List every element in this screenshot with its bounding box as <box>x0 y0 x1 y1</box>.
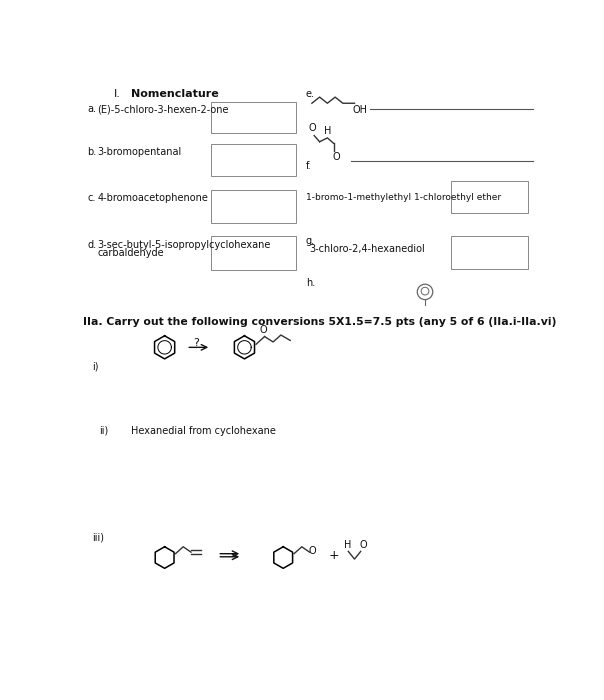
Text: ?: ? <box>193 338 199 348</box>
Bar <box>211 236 297 270</box>
Text: IIa. Carry out the following conversions 5X1.5=7.5 pts (any 5 of 6 (IIa.i-IIa.vi: IIa. Carry out the following conversions… <box>83 316 557 326</box>
Text: O: O <box>259 325 267 335</box>
Text: OH: OH <box>353 105 368 115</box>
Text: c.: c. <box>87 193 95 203</box>
Text: e.: e. <box>306 89 315 99</box>
Text: d.: d. <box>87 239 96 249</box>
Text: 1-bromo-1-methylethyl 1-chloroethyl ether: 1-bromo-1-methylethyl 1-chloroethyl ethe… <box>306 193 501 202</box>
Bar <box>211 190 297 223</box>
Bar <box>211 144 297 176</box>
Text: +: + <box>329 549 339 561</box>
Text: iii): iii) <box>92 532 104 542</box>
Text: O: O <box>309 545 316 556</box>
Text: Nomenclature: Nomenclature <box>131 89 219 99</box>
Text: h.: h. <box>306 278 315 288</box>
Text: H: H <box>344 540 352 550</box>
Text: H: H <box>324 127 331 136</box>
Text: 3-sec-butyl-5-isopropylcyclohexane: 3-sec-butyl-5-isopropylcyclohexane <box>97 239 271 249</box>
Text: f.: f. <box>306 161 311 171</box>
Text: i): i) <box>92 361 99 371</box>
Text: 4-bromoacetophenone: 4-bromoacetophenone <box>97 193 208 203</box>
Text: ii): ii) <box>98 426 108 436</box>
Text: carbaldehyde: carbaldehyde <box>97 248 164 258</box>
Text: a.: a. <box>87 104 96 114</box>
Text: b.: b. <box>87 147 97 157</box>
Bar <box>451 181 528 214</box>
Text: g.: g. <box>306 236 315 246</box>
Text: I.: I. <box>114 89 121 99</box>
Text: O: O <box>360 540 368 550</box>
Text: O: O <box>333 152 341 162</box>
Text: 3-chloro-2,4-hexanediol: 3-chloro-2,4-hexanediol <box>310 244 425 254</box>
Bar <box>211 102 297 132</box>
Text: O: O <box>309 123 316 133</box>
Text: Hexanedial from cyclohexane: Hexanedial from cyclohexane <box>131 426 276 436</box>
Text: 3-bromopentanal: 3-bromopentanal <box>97 147 181 157</box>
Bar <box>451 237 528 269</box>
Text: (E)-5-chloro-3-hexen-2-one: (E)-5-chloro-3-hexen-2-one <box>97 104 229 114</box>
